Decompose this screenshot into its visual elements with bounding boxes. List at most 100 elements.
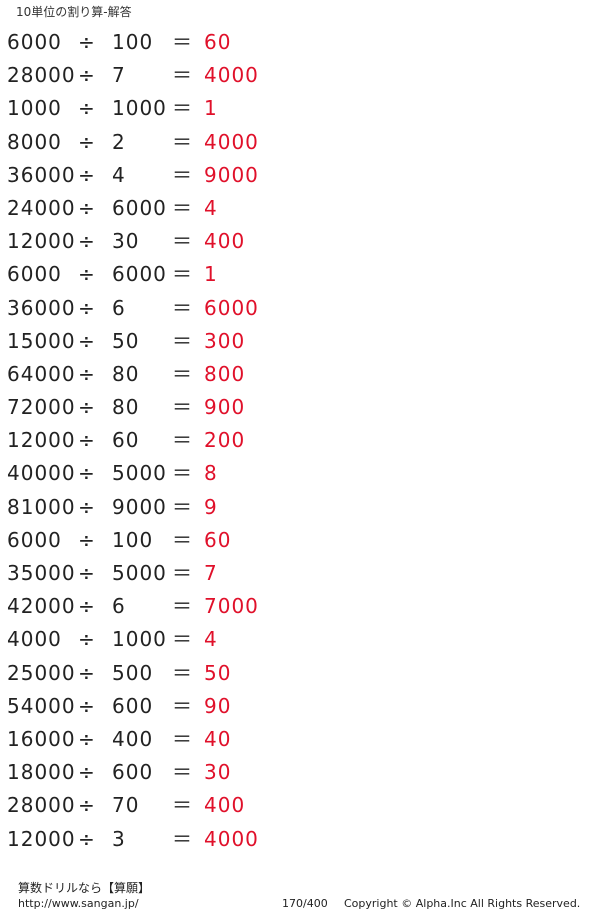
division-sign: ÷ (78, 594, 96, 619)
answer: 9 (204, 494, 218, 519)
dividend: 36000 (7, 295, 76, 320)
divisor: 6 (112, 295, 126, 320)
division-sign: ÷ (78, 527, 96, 552)
divisor: 1000 (112, 627, 167, 652)
footer-brand: 算数ドリルなら【算願】 (18, 881, 151, 895)
equals-sign: ＝ (172, 63, 193, 88)
divisor: 5000 (112, 461, 167, 486)
answer: 60 (204, 30, 232, 54)
dividend: 28000 (7, 63, 76, 88)
dividend: 25000 (7, 660, 76, 685)
divisor: 80 (112, 395, 140, 420)
equals-sign: ＝ (172, 660, 193, 685)
dividend: 24000 (7, 195, 76, 220)
answer: 400 (204, 229, 246, 254)
answer: 30 (204, 760, 232, 785)
answer: 4 (204, 195, 218, 220)
dividend: 8000 (7, 129, 62, 154)
equals-sign: ＝ (172, 760, 193, 785)
division-sign: ÷ (78, 660, 96, 685)
equals-sign: ＝ (172, 361, 193, 386)
dividend: 36000 (7, 162, 76, 187)
dividend: 40000 (7, 461, 76, 486)
equals-sign: ＝ (172, 229, 193, 254)
dividend: 1000 (7, 96, 62, 121)
answer: 4000 (204, 63, 259, 88)
answer: 40 (204, 726, 232, 751)
division-sign: ÷ (78, 328, 96, 353)
equals-sign: ＝ (172, 527, 193, 552)
dividend: 16000 (7, 726, 76, 751)
divisor: 70 (112, 793, 140, 818)
dividend: 12000 (7, 229, 76, 254)
answer: 7 (204, 561, 218, 585)
equals-sign: ＝ (172, 395, 193, 420)
answer: 8 (204, 461, 218, 486)
divisor: 100 (112, 527, 154, 552)
division-sign: ÷ (78, 561, 96, 585)
division-sign: ÷ (78, 129, 96, 154)
equals-sign: ＝ (172, 461, 193, 486)
divisor: 60 (112, 428, 140, 453)
divisor: 1000 (112, 96, 167, 121)
divisor: 6 (112, 594, 126, 619)
dividend: 12000 (7, 428, 76, 453)
answer: 1 (204, 96, 218, 121)
equals-sign: ＝ (172, 693, 193, 718)
answer: 900 (204, 395, 246, 420)
dividend: 18000 (7, 760, 76, 785)
equals-sign: ＝ (172, 30, 193, 54)
divisor: 500 (112, 660, 154, 685)
page-title: 10単位の割り算-解答 (16, 5, 132, 19)
answer: 4000 (204, 129, 259, 154)
dividend: 35000 (7, 561, 76, 585)
divisor: 30 (112, 229, 140, 254)
division-sign: ÷ (78, 162, 96, 187)
division-sign: ÷ (78, 494, 96, 519)
answer: 60 (204, 527, 232, 552)
equals-sign: ＝ (172, 129, 193, 154)
dividend: 72000 (7, 395, 76, 420)
division-sign: ÷ (78, 395, 96, 420)
equals-sign: ＝ (172, 494, 193, 519)
division-sign: ÷ (78, 295, 96, 320)
answer: 4 (204, 627, 218, 652)
answer: 6000 (204, 295, 259, 320)
divisor: 7 (112, 63, 126, 88)
divisor: 600 (112, 693, 154, 718)
answer: 1 (204, 262, 218, 287)
division-sign: ÷ (78, 96, 96, 121)
division-sign: ÷ (78, 428, 96, 453)
answer: 200 (204, 428, 246, 453)
equals-sign: ＝ (172, 428, 193, 453)
equals-sign: ＝ (172, 726, 193, 751)
division-sign: ÷ (78, 262, 96, 287)
equals-sign: ＝ (172, 162, 193, 187)
divisor: 50 (112, 328, 140, 353)
divisor: 4 (112, 162, 126, 187)
dividend: 64000 (7, 361, 76, 386)
division-sign: ÷ (78, 361, 96, 386)
division-sign: ÷ (78, 826, 96, 851)
divisor: 6000 (112, 195, 167, 220)
equals-sign: ＝ (172, 561, 193, 585)
equals-sign: ＝ (172, 793, 193, 818)
dividend: 54000 (7, 693, 76, 718)
equals-sign: ＝ (172, 96, 193, 121)
division-sign: ÷ (78, 693, 96, 718)
division-sign: ÷ (78, 229, 96, 254)
division-sign: ÷ (78, 195, 96, 220)
equals-sign: ＝ (172, 328, 193, 353)
dividend: 6000 (7, 262, 62, 287)
division-sign: ÷ (78, 63, 96, 88)
equals-sign: ＝ (172, 195, 193, 220)
equals-sign: ＝ (172, 594, 193, 619)
equals-sign: ＝ (172, 295, 193, 320)
divisor: 400 (112, 726, 154, 751)
dividend: 15000 (7, 328, 76, 353)
page-number: 170/400 (282, 897, 328, 910)
division-sign: ÷ (78, 760, 96, 785)
division-sign: ÷ (78, 726, 96, 751)
answer: 50 (204, 660, 232, 685)
answer: 400 (204, 793, 246, 818)
